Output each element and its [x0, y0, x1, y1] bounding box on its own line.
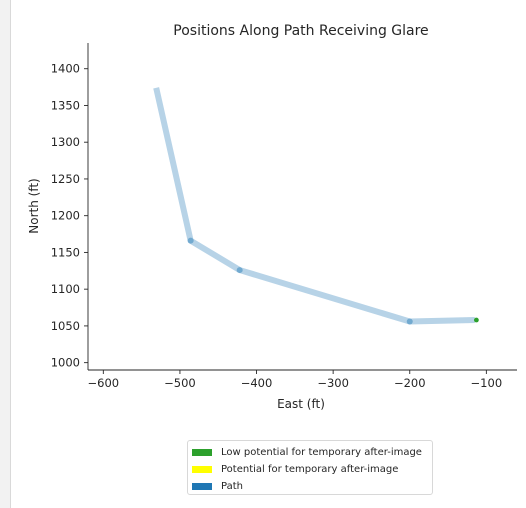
legend-label-low-potential: Low potential for temporary after-image [221, 447, 422, 458]
glare-path-chart: Positions Along Path Receiving Glare −60… [27, 23, 517, 411]
axes: −600 −500 −400 −300 −200 −100 1000 1050 1100 1150… [51, 43, 517, 390]
x-tick-label: −100 [471, 376, 503, 390]
y-axis-title: North (ft) [27, 178, 41, 233]
x-axis-title: East (ft) [277, 397, 325, 411]
x-tick-label: −300 [317, 376, 349, 390]
path-vertex-point [187, 237, 194, 244]
x-tick-label: −200 [394, 376, 426, 390]
path-vertex-point [406, 318, 413, 325]
legend-swatch-potential [192, 466, 212, 473]
legend-label-path: Path [221, 481, 243, 492]
legend-swatch-path [192, 483, 212, 490]
y-tick-label: 1400 [51, 62, 80, 76]
series-line-path [153, 87, 475, 325]
y-tick-label: 1250 [51, 172, 80, 186]
y-tick-label: 1350 [51, 98, 80, 112]
legend-entry-potential: Potential for temporary after-image [192, 461, 432, 478]
y-tick-label: 1000 [51, 356, 80, 370]
plot-marks [153, 87, 479, 325]
y-tick-label: 1150 [51, 245, 80, 259]
glare-point-low-potential [473, 317, 479, 323]
legend-label-potential: Potential for temporary after-image [221, 464, 399, 475]
legend: Low potential for temporary after-image … [187, 440, 433, 495]
x-tick-label: −400 [241, 376, 273, 390]
legend-entry-low-potential: Low potential for temporary after-image [192, 444, 432, 461]
y-tick-label: 1050 [51, 319, 80, 333]
chart-title: Positions Along Path Receiving Glare [173, 23, 428, 39]
x-tick-label: −500 [164, 376, 196, 390]
legend-swatch-low-potential [192, 449, 212, 456]
y-tick-label: 1300 [51, 135, 80, 149]
y-tick-label: 1200 [51, 209, 80, 223]
path-vertex-point [236, 267, 243, 274]
legend-entry-path: Path [192, 478, 432, 495]
x-tick-label: −600 [88, 376, 120, 390]
chart-panel: Positions Along Path Receiving Glare −60… [10, 0, 526, 508]
y-tick-label: 1100 [51, 282, 80, 296]
